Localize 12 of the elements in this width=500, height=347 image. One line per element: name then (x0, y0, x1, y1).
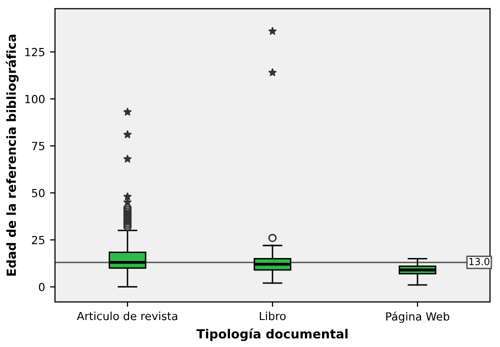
y-tick-label: 0 (38, 282, 45, 292)
y-tick-label: 75 (32, 142, 44, 150)
y-tick-label: 125 (25, 48, 44, 56)
y-tick-label: 50 (32, 188, 45, 198)
y-axis-title: Edad de la referencia bibliográfica (6, 34, 19, 276)
x-tick-label: Libro (260, 312, 286, 320)
ref-line-label: 13.0 (469, 258, 490, 266)
y-tick-label: 100 (25, 94, 45, 104)
x-tick-label: Articulo de revista (76, 312, 178, 320)
x-tick-label: Página Web (386, 312, 450, 323)
x-axis-title: Tipología documental (196, 328, 348, 342)
y-tick-label: 25 (32, 236, 44, 244)
